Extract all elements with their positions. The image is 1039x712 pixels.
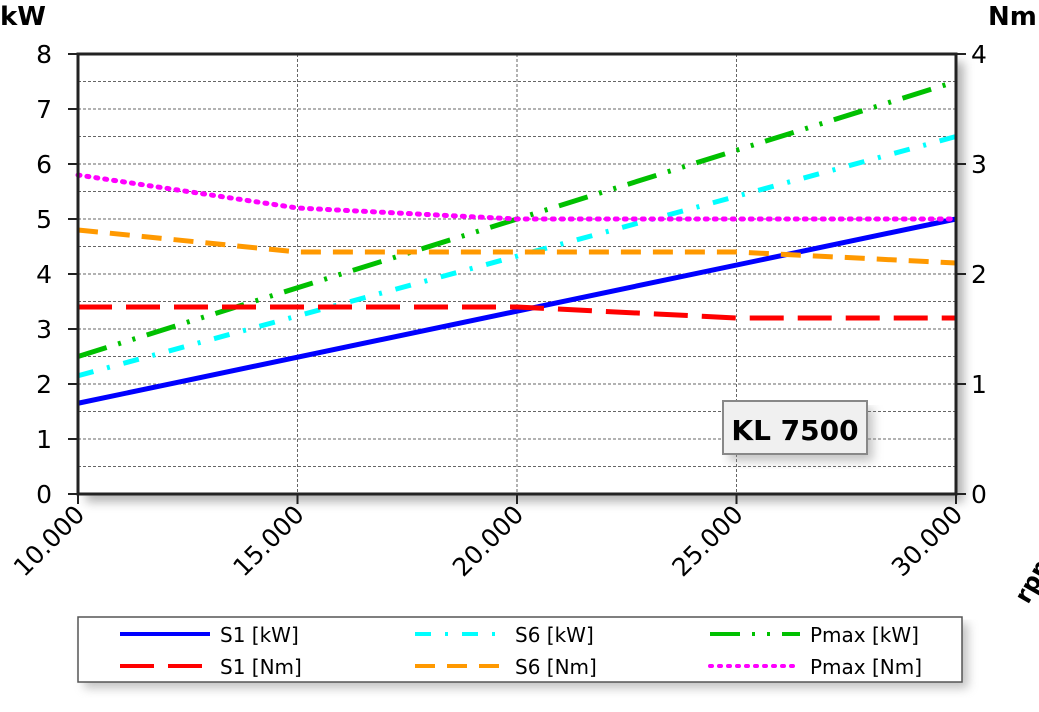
x-axis-label: rpm — [1009, 547, 1039, 608]
series-line-s6-nm — [77, 227, 957, 266]
y-right-axis-label: Nm — [988, 2, 1037, 32]
legend-item: Pmax [Nm] — [708, 655, 922, 679]
y-left-tick-label: 3 — [36, 315, 52, 344]
y-left-axis-label: kW — [0, 2, 46, 32]
y-left-tick-label: 7 — [36, 95, 52, 124]
legend-label: S6 [Nm] — [515, 655, 597, 679]
legend-item: S6 [Nm] — [415, 655, 597, 679]
legend-item: S1 [kW] — [120, 623, 299, 647]
series-line-s6-kw — [77, 134, 957, 379]
legend-label: Pmax [kW] — [810, 623, 919, 647]
legend-label: Pmax [Nm] — [810, 655, 922, 679]
y-left-tick-label: 4 — [36, 260, 52, 289]
legend-item: Pmax [kW] — [710, 623, 919, 647]
legend-label: S1 [Nm] — [220, 655, 302, 679]
x-tick-label: 30.000 — [886, 500, 968, 582]
y-left-tick-label: 8 — [36, 40, 52, 69]
y-right-tick-label: 4 — [971, 40, 987, 69]
annotation-box: KL 7500 — [722, 400, 873, 461]
y-left-tick-label: 0 — [36, 480, 52, 509]
legend-item: S1 [Nm] — [120, 655, 302, 679]
legend-item: S6 [kW] — [415, 623, 594, 647]
x-tick-label: 20.000 — [447, 500, 529, 582]
x-tick-label: 15.000 — [227, 500, 309, 582]
model-label: KL 7500 — [731, 414, 858, 447]
y-right-tick-label: 1 — [971, 370, 987, 399]
y-right-tick-label: 2 — [971, 260, 987, 289]
series-line-pmax-nm — [75, 172, 959, 222]
x-tick-label: 10.000 — [8, 500, 90, 582]
y-right-tick-label: 3 — [971, 150, 987, 179]
y-left-tick-label: 6 — [36, 150, 52, 179]
legend-label: S6 [kW] — [515, 623, 594, 647]
series-line-s1-nm — [78, 304, 956, 321]
legend-label: S1 [kW] — [220, 623, 299, 647]
y-left-tick-label: 5 — [36, 205, 52, 234]
x-tick-label: 25.000 — [666, 500, 748, 582]
y-left-tick-label: 2 — [36, 370, 52, 399]
y-right-tick-label: 0 — [971, 480, 987, 509]
legend: S1 [kW] S6 [kW] Pmax [kW] S1 [Nm] S6 [Nm] Pma… — [77, 616, 968, 688]
series-line-s1-kw — [77, 216, 957, 406]
y-left-tick-label: 1 — [36, 425, 52, 454]
